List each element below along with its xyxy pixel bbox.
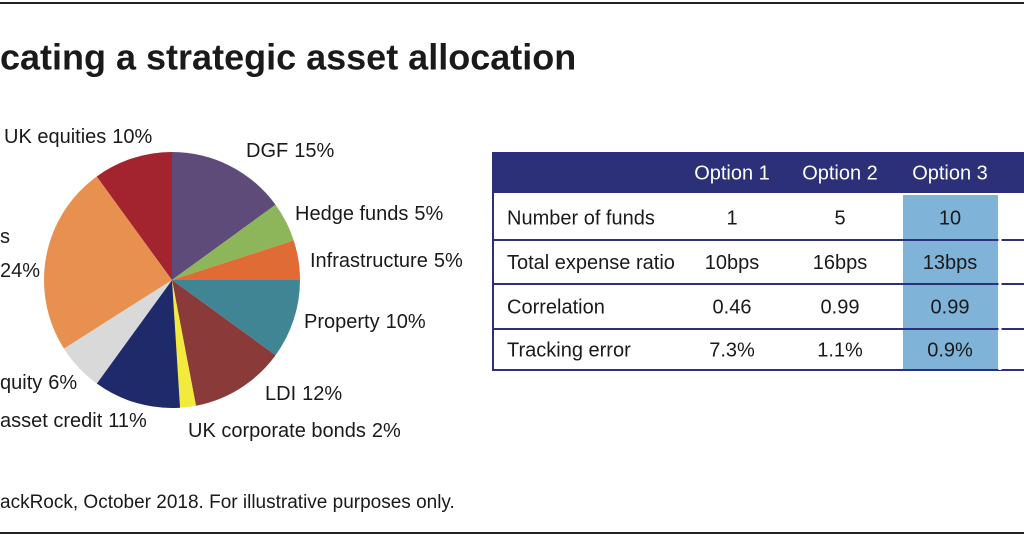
cell: 10 xyxy=(939,207,961,229)
cell: 1.1% xyxy=(817,339,863,361)
pie-slice xyxy=(172,152,276,280)
slice-label: DGF 15% xyxy=(246,140,334,162)
pie-slice xyxy=(172,204,294,280)
cell: 13bps xyxy=(923,252,978,274)
cell: 0.99 xyxy=(821,296,860,318)
slice-value: 24% xyxy=(0,260,40,282)
slice-value: 11% xyxy=(108,410,147,432)
slice-name: Property xyxy=(304,311,380,333)
source-note: ackRock, October 2018. For illustrative … xyxy=(0,492,455,513)
cell: 0.99 xyxy=(931,296,970,318)
slice-name: quity xyxy=(0,372,42,394)
slice-value: 5% xyxy=(434,250,463,272)
slice-label: Property 10% xyxy=(304,311,426,333)
pie-slice xyxy=(96,152,172,280)
slice-value: 15% xyxy=(294,140,334,162)
cell: 1 xyxy=(726,207,737,229)
slice-label: LDI 12% xyxy=(265,383,342,405)
pie-slice xyxy=(172,280,300,356)
pie-slice xyxy=(172,280,196,408)
pie-slice xyxy=(96,280,181,408)
cell: 7.3% xyxy=(709,339,755,361)
slice-name: asset credit xyxy=(0,410,103,432)
slice-name: UK equities xyxy=(4,126,106,148)
row-label: Correlation xyxy=(507,296,605,318)
slice-label: asset credit 11% xyxy=(0,410,147,432)
cell: 0.9% xyxy=(927,339,973,361)
header-bg xyxy=(493,152,1024,193)
slice-value: 10% xyxy=(386,311,426,333)
slice-label: s 24% xyxy=(0,226,40,282)
pie-chart: DGF 15% Hedge funds 5% Infrastructure 5% Prope… xyxy=(0,126,463,442)
pie-slice xyxy=(172,240,300,280)
cell: 5 xyxy=(834,207,845,229)
slice-label: UK corporate bonds 2% xyxy=(188,420,401,442)
title: cating a strategic asset allocation xyxy=(0,37,576,78)
slice-label: quity 6% xyxy=(0,372,77,394)
column-header: Option 2 xyxy=(802,162,878,184)
slice-name: LDI xyxy=(265,383,296,405)
slice-label: Hedge funds 5% xyxy=(295,203,444,225)
column-header: Option 3 xyxy=(912,162,988,184)
row-label: Total expense ratio xyxy=(507,252,675,274)
cell: 16bps xyxy=(813,252,868,274)
cell: 0.46 xyxy=(713,296,752,318)
pie-slice xyxy=(44,176,172,349)
slice-name: UK corporate bonds xyxy=(188,420,366,442)
column-header: Option 1 xyxy=(694,162,770,184)
slice-name: Hedge funds xyxy=(295,203,408,225)
slice-name: DGF xyxy=(246,140,288,162)
slice-label: UK equities 10% xyxy=(4,126,153,148)
pie-slice xyxy=(172,280,276,406)
slice-value: 5% xyxy=(414,203,443,225)
cell: 10bps xyxy=(705,252,760,274)
table: Option 1 Option 2 Option 3 Number of funds 1… xyxy=(492,152,1024,371)
highlight-column xyxy=(903,195,998,370)
pie-slice xyxy=(63,280,172,384)
row-label: Tracking error xyxy=(507,339,631,361)
slice-value: 2% xyxy=(372,420,401,442)
row-label: Number of funds xyxy=(507,207,655,229)
slice-value: 6% xyxy=(48,372,77,394)
slice-name: s xyxy=(0,226,10,248)
slice-label: Infrastructure 5% xyxy=(310,250,463,272)
slice-name: Infrastructure xyxy=(310,250,428,272)
slice-value: 12% xyxy=(302,383,342,405)
slice-value: 10% xyxy=(112,126,152,148)
